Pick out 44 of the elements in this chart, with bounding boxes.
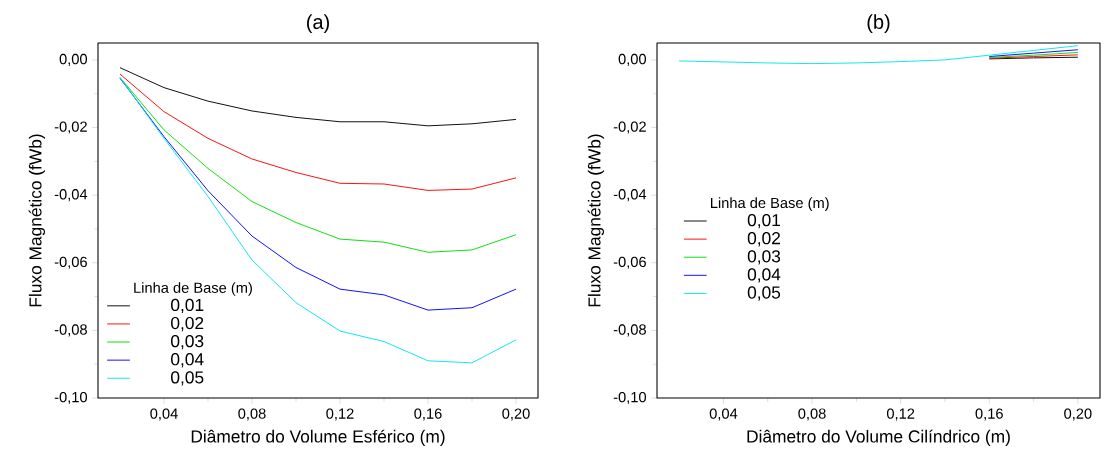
x-tick-label: 0,20 [502,408,530,421]
x-tick-label: 0,16 [414,408,442,421]
x-tick-label: 0,08 [238,408,266,421]
y-tick-label: -0,04 [613,189,647,202]
y-tick-label: -0,02 [613,121,646,134]
x-tick-label: 0,16 [975,408,1003,421]
y-tick-label: 0,00 [618,53,647,66]
y-tick-label: -0,10 [54,391,88,405]
y-tick-label: 0,00 [59,53,88,66]
x-axis-title: Diâmetro do Volume Cilíndrico (m) [747,429,1010,447]
x-tick-label: 0,08 [798,408,826,421]
x-tick-label: 0,20 [1064,408,1092,421]
legend-label: 0,01 [171,298,204,314]
legend-label: 0,01 [747,213,781,229]
line-series [119,67,517,127]
y-tick-label: -0,02 [54,121,87,134]
legend-label: 0,03 [747,250,781,265]
legend-label: 0,02 [171,316,204,332]
legend-label: 0,03 [171,334,204,350]
line-series [119,77,517,253]
chart-title: (b) [867,14,890,33]
y-tick-label: -0,10 [613,391,647,405]
legend-label: 0,05 [747,286,781,301]
legend-label: 0,05 [171,371,204,386]
legend-title: Linha de Base (m) [711,197,829,211]
legend-label: 0,02 [747,232,780,247]
x-tick-label: 0,04 [709,408,738,421]
legend-label: 0,04 [747,268,781,283]
x-axis-title: Diâmetro do Volume Esférico (m) [191,429,445,447]
y-axis-title: Fluxo Magnético (fWb) [28,134,46,307]
y-tick-label: -0,06 [54,256,87,269]
legend-title: Linha de Base (m) [134,282,252,296]
legend-label: 0,04 [171,353,204,368]
x-tick-label: 0,04 [150,408,178,421]
y-axis-title: Fluxo Magnético (fWb) [587,134,605,307]
y-tick-label: -0,04 [54,189,88,202]
y-tick-label: -0,06 [613,256,646,269]
chart-title: (a) [307,14,329,33]
y-tick-label: -0,08 [613,324,646,337]
x-tick-label: 0,12 [326,408,354,421]
line-series [119,73,517,191]
line-series [119,77,517,311]
y-tick-label: -0,08 [54,324,87,337]
x-tick-label: 0,12 [886,408,915,421]
